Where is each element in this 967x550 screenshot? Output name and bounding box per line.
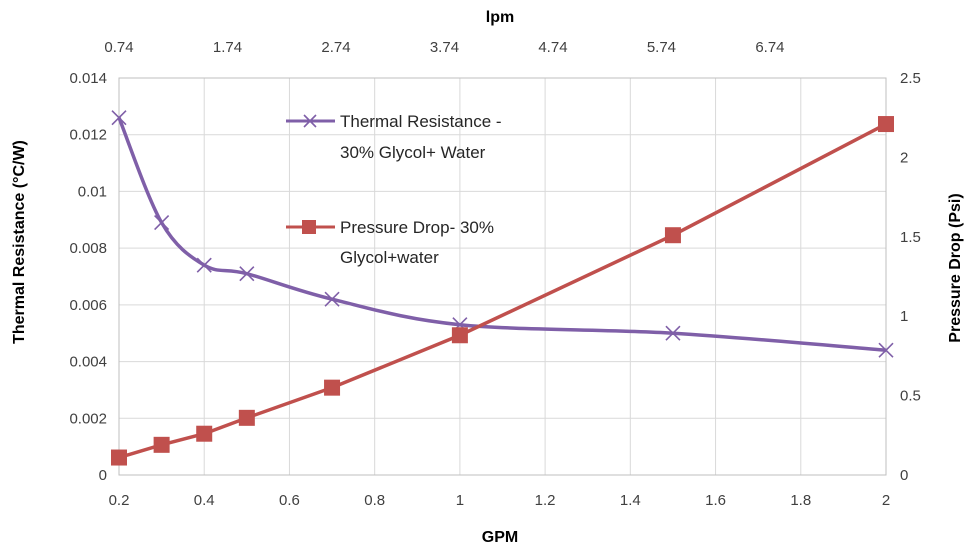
x-tick-label: 1.8 — [790, 492, 811, 509]
x2-tick-label: 3.74 — [430, 39, 459, 56]
y-tick-label: 0.008 — [69, 240, 107, 257]
data-point-square-marker — [111, 449, 127, 466]
y-tick-label: 0 — [99, 467, 107, 484]
y-tick-label: 0.006 — [69, 297, 107, 314]
data-point-square-marker — [196, 425, 213, 442]
data-point-x-marker — [665, 325, 681, 341]
legend-label-pressure-line2: Glycol+water — [340, 248, 439, 267]
series-line — [118, 122, 887, 460]
legend-entry-pressure-drop: Pressure Drop- 30% Glycol+water — [286, 218, 494, 267]
y-tick-label: 0.012 — [69, 127, 107, 144]
series-line — [117, 117, 887, 352]
y-tick-label: 0.004 — [69, 354, 107, 371]
x-tick-label: 0.8 — [364, 492, 385, 509]
axis-labels: 0 0.002 0.004 0.006 0.008 0.01 0.012 0.014 0 0.5 1… — [69, 39, 920, 509]
data-point-x-marker — [154, 215, 170, 231]
y2-tick-label: 0 — [900, 467, 908, 484]
y2-axis-title: Pressure Drop (Psi) — [947, 193, 964, 342]
legend-label-pressure-line1: Pressure Drop- 30% — [340, 218, 494, 237]
x-axis-title: GPM — [482, 529, 518, 546]
y2-tick-label: 2 — [900, 149, 908, 166]
plot-border — [118, 77, 887, 476]
top-axis-title: lpm — [486, 9, 514, 26]
legend-label-thermal-line1: Thermal Resistance - — [340, 112, 502, 131]
grid-lines — [118, 77, 887, 476]
x-tick-label: 1.6 — [705, 492, 726, 509]
series-pressure-drop — [111, 116, 894, 466]
x-tick-label: 1.2 — [535, 492, 556, 509]
y-axis-title: Thermal Resistance (°C/W) — [11, 140, 28, 344]
x2-tick-label: 0.74 — [104, 39, 133, 56]
x2-tick-label: 2.74 — [321, 39, 350, 56]
x2-tick-label: 6.74 — [755, 39, 784, 56]
x2-tick-label: 4.74 — [538, 39, 567, 56]
y2-tick-label: 0.5 — [900, 388, 921, 405]
data-point-square-marker — [451, 327, 468, 344]
data-point-x-marker — [239, 266, 255, 282]
x2-tick-label: 5.74 — [647, 39, 676, 56]
x-tick-label: 0.6 — [279, 492, 300, 509]
y2-tick-label: 1.5 — [900, 229, 921, 246]
series-thermal-resistance — [111, 110, 894, 358]
x-tick-label: 0.4 — [194, 492, 215, 509]
data-point-x-marker — [196, 257, 212, 273]
legend-label-thermal-line2: 30% Glycol+ Water — [340, 143, 486, 162]
y2-tick-label: 2.5 — [900, 70, 921, 87]
y-tick-label: 0.002 — [69, 410, 107, 427]
data-point-square-marker — [324, 379, 341, 396]
data-point-x-marker — [878, 342, 894, 358]
series-layer — [111, 110, 894, 466]
legend: Thermal Resistance - 30% Glycol+ Water P… — [286, 112, 502, 267]
x-tick-label: 1.4 — [620, 492, 641, 509]
data-point-square-marker — [664, 227, 681, 244]
data-point-x-marker — [111, 110, 127, 126]
x-tick-label: 2 — [882, 492, 890, 509]
x-tick-label: 1 — [456, 492, 464, 509]
y2-tick-label: 1 — [900, 308, 908, 325]
x2-tick-label: 1.74 — [213, 39, 242, 56]
data-point-square-marker — [238, 409, 255, 426]
legend-entry-thermal-resistance: Thermal Resistance - 30% Glycol+ Water — [286, 112, 502, 162]
y-tick-label: 0.014 — [69, 70, 107, 87]
x-tick-label: 0.2 — [109, 492, 130, 509]
data-point-square-marker — [878, 116, 894, 133]
y-tick-label: 0.01 — [78, 183, 107, 200]
data-point-x-marker — [324, 291, 340, 307]
data-point-square-marker — [153, 436, 170, 453]
plot-area — [118, 77, 887, 476]
